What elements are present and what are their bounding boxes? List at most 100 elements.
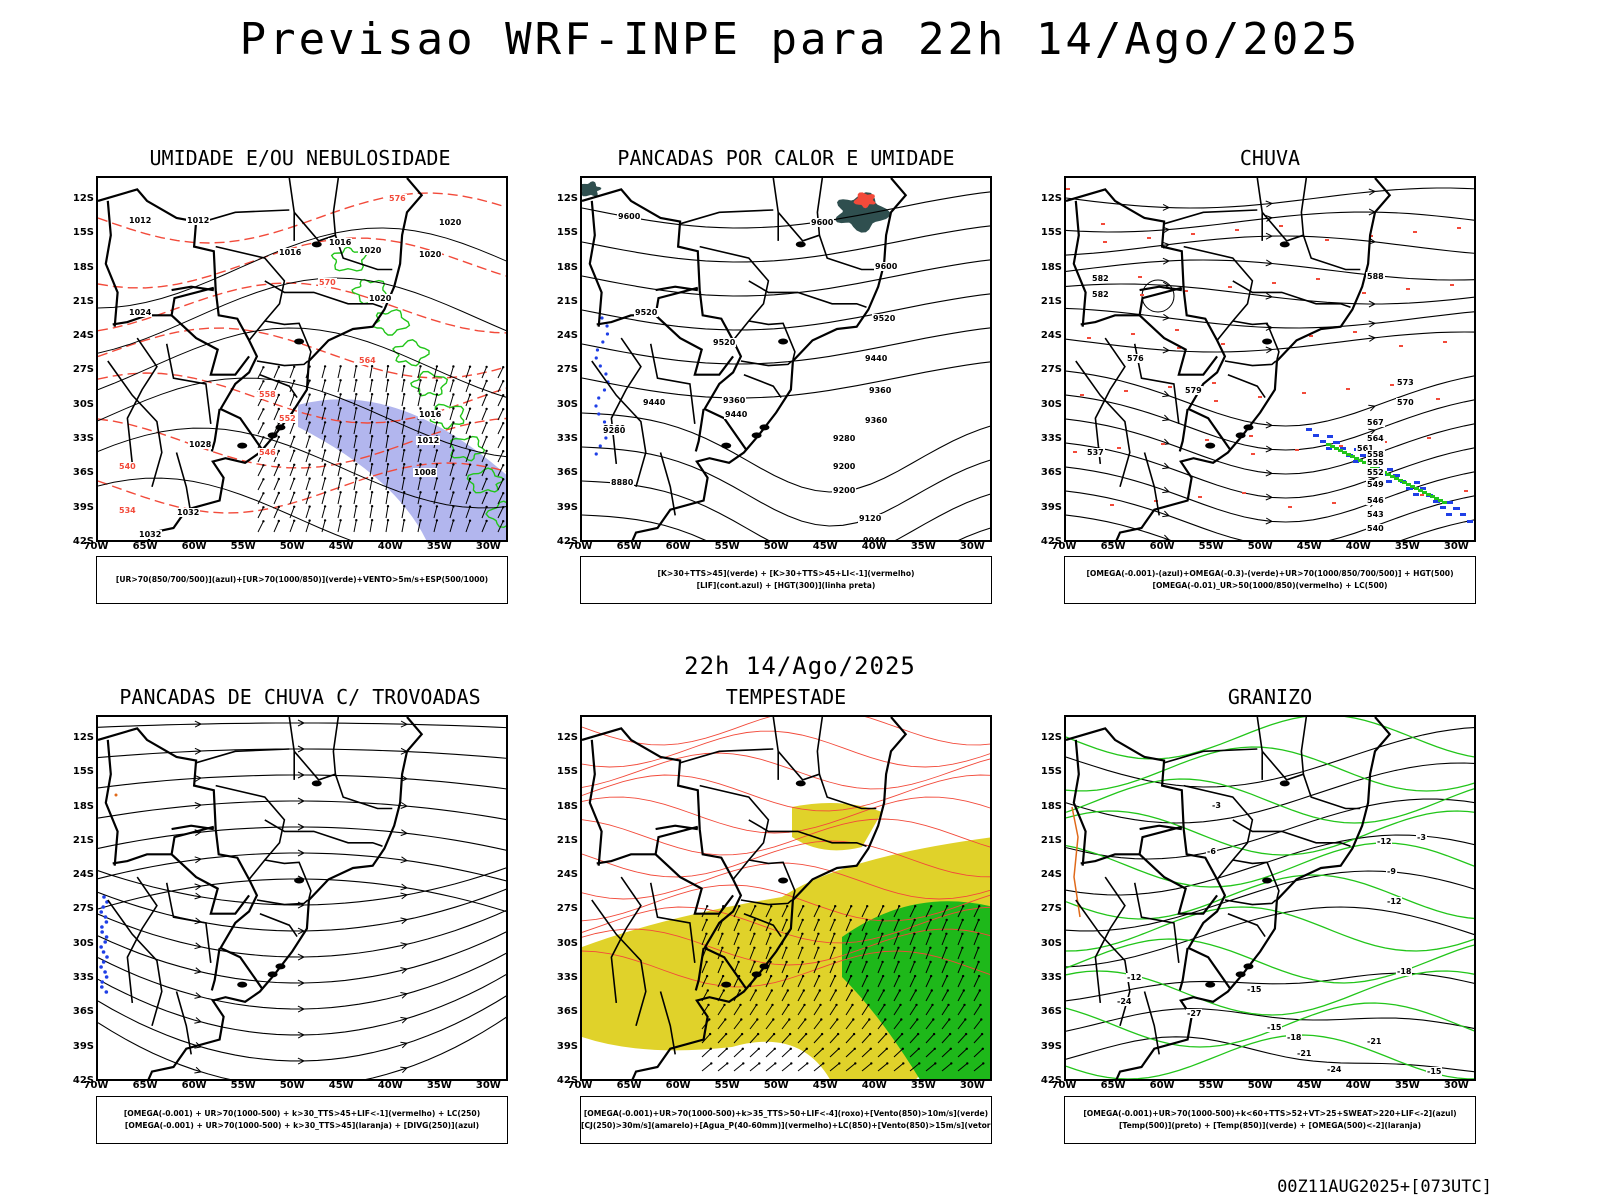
omega-red-cell <box>1406 288 1410 290</box>
map-svg <box>582 717 990 1079</box>
divergence-dot <box>101 960 106 964</box>
wind-vector <box>401 478 405 491</box>
contour-label: 564 <box>1366 434 1385 443</box>
wind-vector <box>797 990 805 1002</box>
wind-vector <box>829 1063 840 1072</box>
wind-vector-head <box>833 918 836 922</box>
lake <box>751 971 762 978</box>
wind-vector-head <box>849 960 852 964</box>
state-border <box>1227 912 1266 938</box>
omega-red-cell <box>1399 345 1403 347</box>
wind-vector <box>861 961 868 974</box>
country-border <box>1138 286 1218 376</box>
wind-vector-head <box>277 463 280 467</box>
contour-label: 1020 <box>358 246 383 255</box>
wind-vector-head <box>851 1003 854 1007</box>
wind-vector-head <box>435 449 439 452</box>
wind-vector-head <box>419 519 422 522</box>
wind-vector-head <box>978 905 981 908</box>
contour-label: 9200 <box>832 486 857 495</box>
wind-vector-head <box>867 1003 870 1007</box>
wind-vector <box>925 905 932 918</box>
longitude-tick-label: 40W <box>377 541 403 552</box>
wind-vector-head <box>403 365 406 368</box>
streamline-arrow <box>1265 445 1274 453</box>
hgt300-contour <box>582 361 990 399</box>
longitude-tick-label: 70W <box>1051 1080 1077 1091</box>
streamline-arrow <box>1368 320 1377 328</box>
wind-vector-head <box>485 407 488 411</box>
divergence-dot <box>100 985 104 989</box>
wind-vector-head <box>835 1003 838 1007</box>
wind-vector <box>273 394 280 407</box>
pressure-contour <box>98 277 506 354</box>
streamline-arrow <box>1368 334 1377 342</box>
lc850-streamline <box>582 774 990 812</box>
state-border <box>740 360 793 367</box>
wind-vector-head <box>836 1032 840 1036</box>
wind-vector-head <box>869 1047 872 1050</box>
wind-vector <box>813 919 820 932</box>
streamline-arrow <box>1368 404 1377 412</box>
divergence-dot <box>103 940 107 944</box>
wind-vector-head <box>435 519 439 522</box>
wind-vector <box>829 905 836 918</box>
omega-red-cell <box>1353 331 1357 333</box>
wind-vector <box>893 1004 901 1016</box>
wind-vector-head <box>293 435 296 438</box>
wind-vector-head <box>339 407 342 410</box>
wind-vector <box>289 520 295 533</box>
wind-vector <box>481 478 488 491</box>
humidity-low-level-contour <box>485 500 506 529</box>
longitude-tick-label: 30W <box>1443 1080 1469 1091</box>
streamline-arrow <box>1265 259 1274 267</box>
wind-vector-head <box>977 918 980 922</box>
longitude-tick-label: 65W <box>132 541 158 552</box>
lake <box>1243 963 1254 970</box>
latitude-tick-label: 42S <box>72 1075 94 1086</box>
wind-vector-head <box>790 1062 793 1065</box>
wind-vector <box>353 450 357 463</box>
wind-vector-head <box>737 932 740 935</box>
omega-green-cell <box>1354 457 1359 460</box>
wind-vector <box>941 1004 949 1016</box>
contour-label: 1012 <box>186 216 211 225</box>
omega-green-cell <box>1394 477 1399 480</box>
divergence-dot <box>100 930 104 934</box>
omega-red-cell <box>1175 329 1179 331</box>
wind-vector-head <box>339 491 342 494</box>
divergence-dot <box>101 950 106 954</box>
wind-vector-head <box>485 421 488 425</box>
wind-vector-head <box>916 1018 919 1021</box>
wind-vector-head <box>308 491 311 494</box>
wind-vector <box>717 975 724 988</box>
longitude-tick-label: 60W <box>181 1080 207 1091</box>
streamline-arrow <box>297 953 306 961</box>
wind-vector <box>401 408 405 421</box>
wind-vector <box>337 492 342 505</box>
wind-vector <box>369 520 373 533</box>
lake <box>311 241 322 248</box>
state-border <box>107 360 163 488</box>
wind-vector-head <box>961 918 964 922</box>
pressure-contour <box>98 327 506 398</box>
latitude-tick-label: 30S <box>1040 398 1062 410</box>
wind-vector <box>813 961 820 974</box>
wind-vector-head <box>881 946 884 949</box>
wind-vector-head <box>961 946 964 949</box>
wind-vector <box>973 1048 984 1058</box>
wind-vector-head <box>386 393 390 396</box>
state-border <box>816 178 824 236</box>
streamline-arrow <box>400 774 409 782</box>
lc850-streamline <box>582 730 990 768</box>
state-border <box>332 178 340 236</box>
country-border <box>1080 314 1140 326</box>
wind-vector-head <box>355 435 358 438</box>
wind-vector <box>941 961 948 974</box>
wind-vector <box>257 423 264 435</box>
wind-vector-head <box>308 477 311 480</box>
latitude-tick-label: 30S <box>72 398 94 410</box>
wind-vector <box>465 478 471 491</box>
wind-vector-head <box>386 449 390 452</box>
streamline-arrow <box>400 992 409 999</box>
